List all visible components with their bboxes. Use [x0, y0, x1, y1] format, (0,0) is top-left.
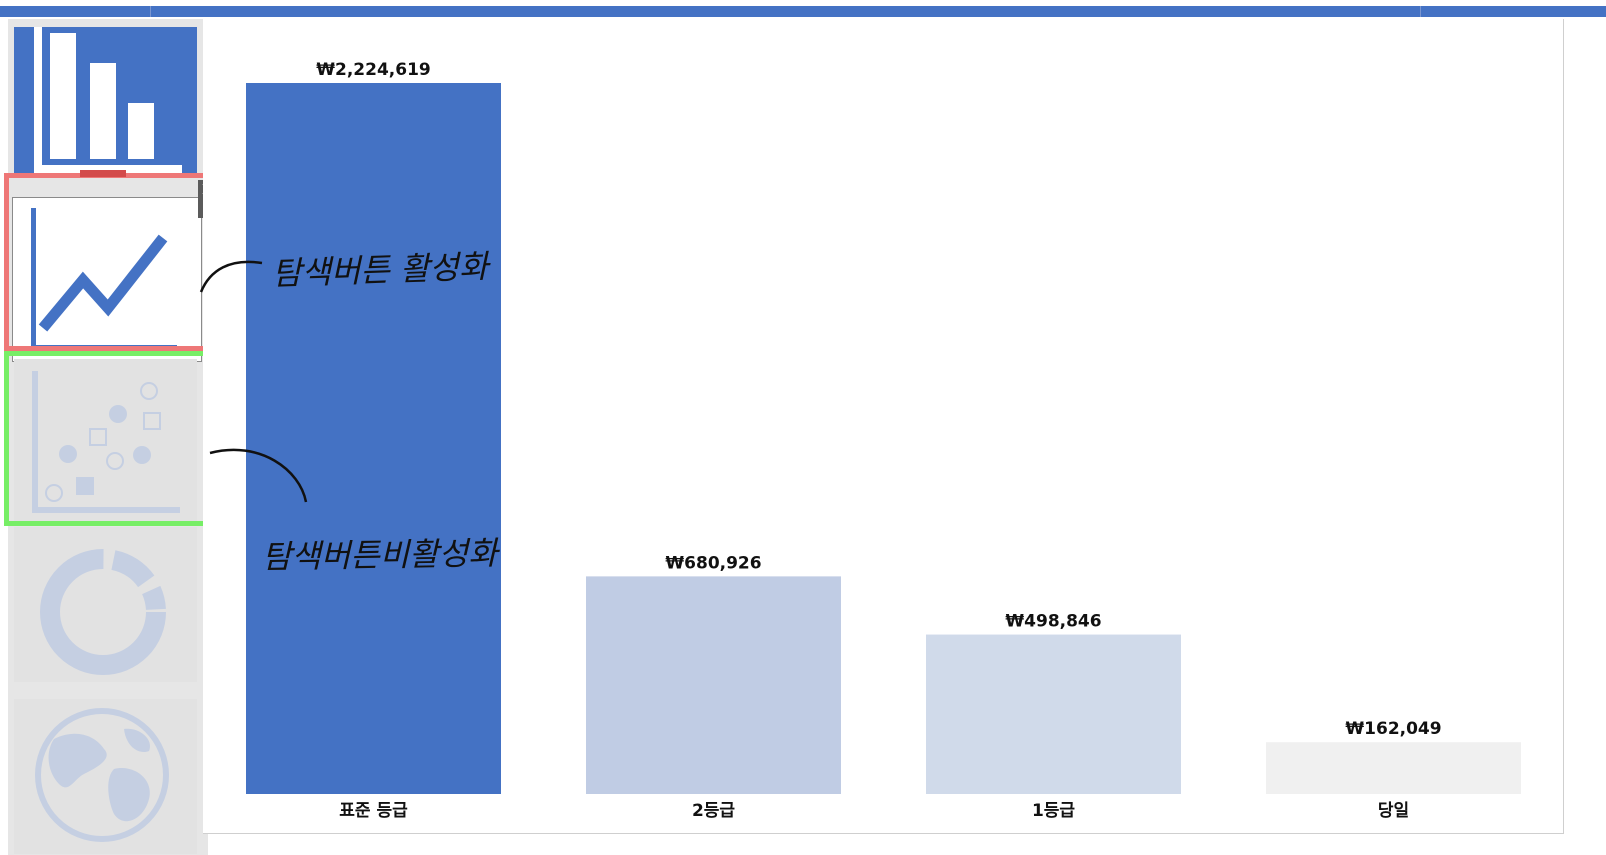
x-tick-label: 2등급 [692, 801, 735, 821]
chart-canvas: ₩2,224,619 표준 등급 ₩680,926 2등급 ₩498,846 1등급 ₩16… [246, 60, 1521, 821]
x-tick-label: 표준 등급 [339, 801, 408, 821]
chart-type-sidebar [8, 19, 208, 855]
line-chart-icon [31, 208, 177, 350]
data-label: ₩162,049 [1345, 719, 1441, 739]
resize-handle [80, 170, 126, 177]
bar-chart-icon [34, 27, 182, 173]
data-label: ₩2,224,619 [316, 60, 430, 80]
bar-chart-button[interactable] [14, 27, 197, 175]
top-bar-divider [1420, 6, 1421, 17]
bar-4[interactable] [1266, 742, 1521, 794]
donut-chart-icon [40, 549, 166, 675]
bar-2[interactable] [586, 576, 841, 794]
data-label: ₩680,926 [665, 553, 761, 573]
donut-chart-button [14, 527, 197, 682]
bar-chart: ₩2,224,619 표준 등급 ₩680,926 2등급 ₩498,846 1등급 ₩16… [203, 19, 1564, 834]
x-tick-label: 1등급 [1032, 801, 1075, 821]
scatter-chart-icon [32, 371, 180, 513]
top-bar-divider [150, 6, 151, 17]
annotation-active-note: 탐색버튼 활성화 [271, 247, 489, 293]
data-label: ₩498,846 [1005, 612, 1101, 632]
scatter-chart-button [14, 359, 197, 521]
annotation-inactive-note: 탐색버튼비활성화 [261, 533, 498, 577]
map-button [14, 699, 197, 854]
bar-1[interactable] [246, 83, 501, 794]
top-bar [0, 6, 1606, 17]
x-tick-label: 당일 [1378, 801, 1409, 821]
line-chart-button[interactable] [12, 197, 202, 362]
globe-icon [35, 708, 169, 842]
bar-3[interactable] [926, 634, 1181, 794]
